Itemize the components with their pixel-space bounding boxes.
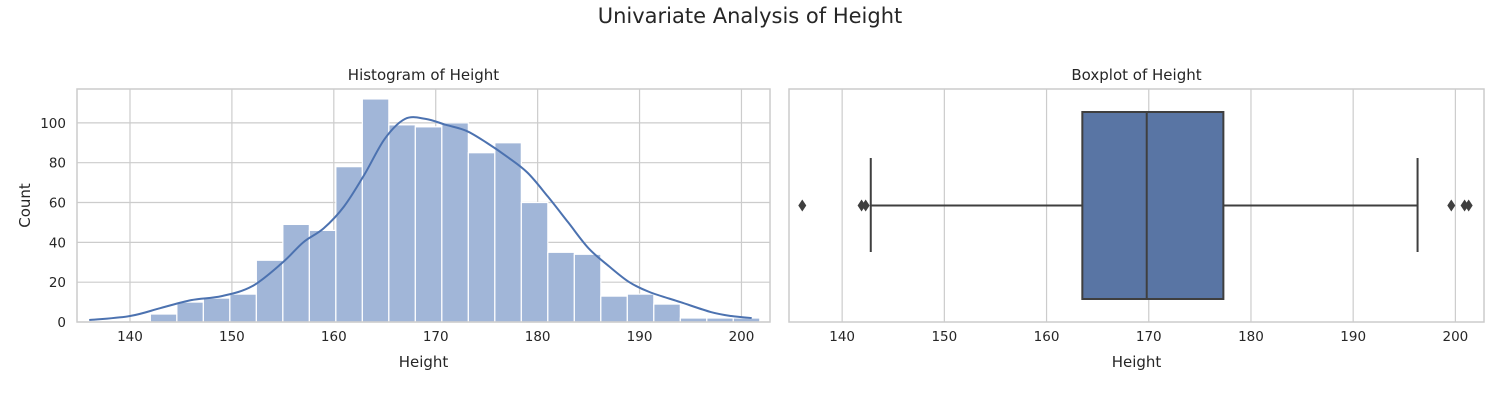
histogram-frame: [76, 88, 771, 323]
histogram-x-tick-label: 140: [117, 329, 143, 345]
boxplot-outlier: [1464, 199, 1473, 212]
boxplot-outlier: [798, 199, 807, 212]
histogram-y-tick-label: 80: [49, 156, 66, 172]
histogram-bars: [149, 98, 761, 323]
histogram-x-tick-label: 160: [321, 329, 347, 345]
histogram-bar: [600, 295, 628, 323]
boxplot-outlier: [1460, 199, 1469, 212]
histogram-bar: [388, 124, 416, 323]
histogram-y-tick-label: 0: [57, 315, 66, 331]
histogram-bar: [335, 166, 363, 323]
histogram-bar: [547, 251, 575, 323]
boxplot-outlier: [1447, 199, 1456, 212]
histogram-x-tick-label: 190: [627, 329, 653, 345]
histogram-y-tick-label: 100: [40, 116, 66, 132]
histogram-bar: [229, 293, 257, 323]
histogram-bar: [202, 297, 231, 323]
boxplot-x-tick-label: 160: [1034, 329, 1060, 345]
histogram-x-tick-label: 180: [525, 329, 551, 345]
histogram-bar: [282, 223, 310, 323]
boxplot-x-label: Height: [1112, 353, 1162, 371]
histogram-bar: [441, 122, 469, 323]
histogram-y-label: Count: [16, 183, 34, 228]
histogram-bar: [520, 201, 549, 323]
boxplot-box: [1081, 111, 1225, 300]
histogram-bar: [361, 98, 390, 323]
boxplot-outlier: [861, 199, 870, 212]
histogram-axes: 140 150 160 170 180 190 200 0 20 40 60 80 100 Histo…: [16, 66, 771, 371]
histogram-x-tick-label: 150: [219, 329, 245, 345]
histogram-bar: [255, 259, 284, 323]
histogram-bar: [653, 303, 681, 323]
histogram-x-tick-label: 170: [423, 329, 449, 345]
boxplot-x-tick-label: 170: [1136, 329, 1162, 345]
histogram-bar: [467, 152, 496, 323]
histogram-bar: [573, 253, 602, 323]
histogram-y-tick-label: 60: [49, 196, 66, 212]
histogram-y-ticks: 0 20 40 60 80 100: [40, 116, 66, 331]
histogram-y-tick-label: 20: [49, 275, 66, 291]
histogram-title: Histogram of Height: [348, 66, 500, 84]
histogram-bar: [149, 313, 178, 323]
figure-title: Univariate Analysis of Height: [598, 4, 903, 28]
histogram-bar: [626, 293, 655, 323]
boxplot-title: Boxplot of Height: [1071, 66, 1201, 84]
histogram-x-tick-label: 200: [729, 329, 755, 345]
boxplot-x-ticks: 140 150 160 170 180 190 200: [829, 329, 1468, 345]
histogram-bar: [494, 142, 522, 323]
histogram-y-tick-label: 40: [49, 235, 66, 251]
boxplot-x-tick-label: 150: [931, 329, 957, 345]
histogram-bar: [308, 229, 337, 323]
histogram-bar: [414, 126, 443, 323]
boxplot-frame: [788, 88, 1485, 323]
boxplot-axes: 140 150 160 170 180 190 200 Boxplot of Height …: [788, 66, 1485, 371]
histogram-bar: [176, 301, 204, 323]
boxplot-x-tick-label: 180: [1238, 329, 1264, 345]
histogram-x-label: Height: [399, 353, 449, 371]
boxplot-x-tick-label: 140: [829, 329, 855, 345]
boxplot-marks: [798, 111, 1473, 300]
boxplot-x-tick-label: 200: [1442, 329, 1468, 345]
kde-curve: [89, 116, 752, 322]
histogram-x-ticks: 140 150 160 170 180 190 200: [117, 329, 754, 345]
boxplot-x-tick-label: 190: [1340, 329, 1366, 345]
boxplot-outlier: [857, 199, 866, 212]
